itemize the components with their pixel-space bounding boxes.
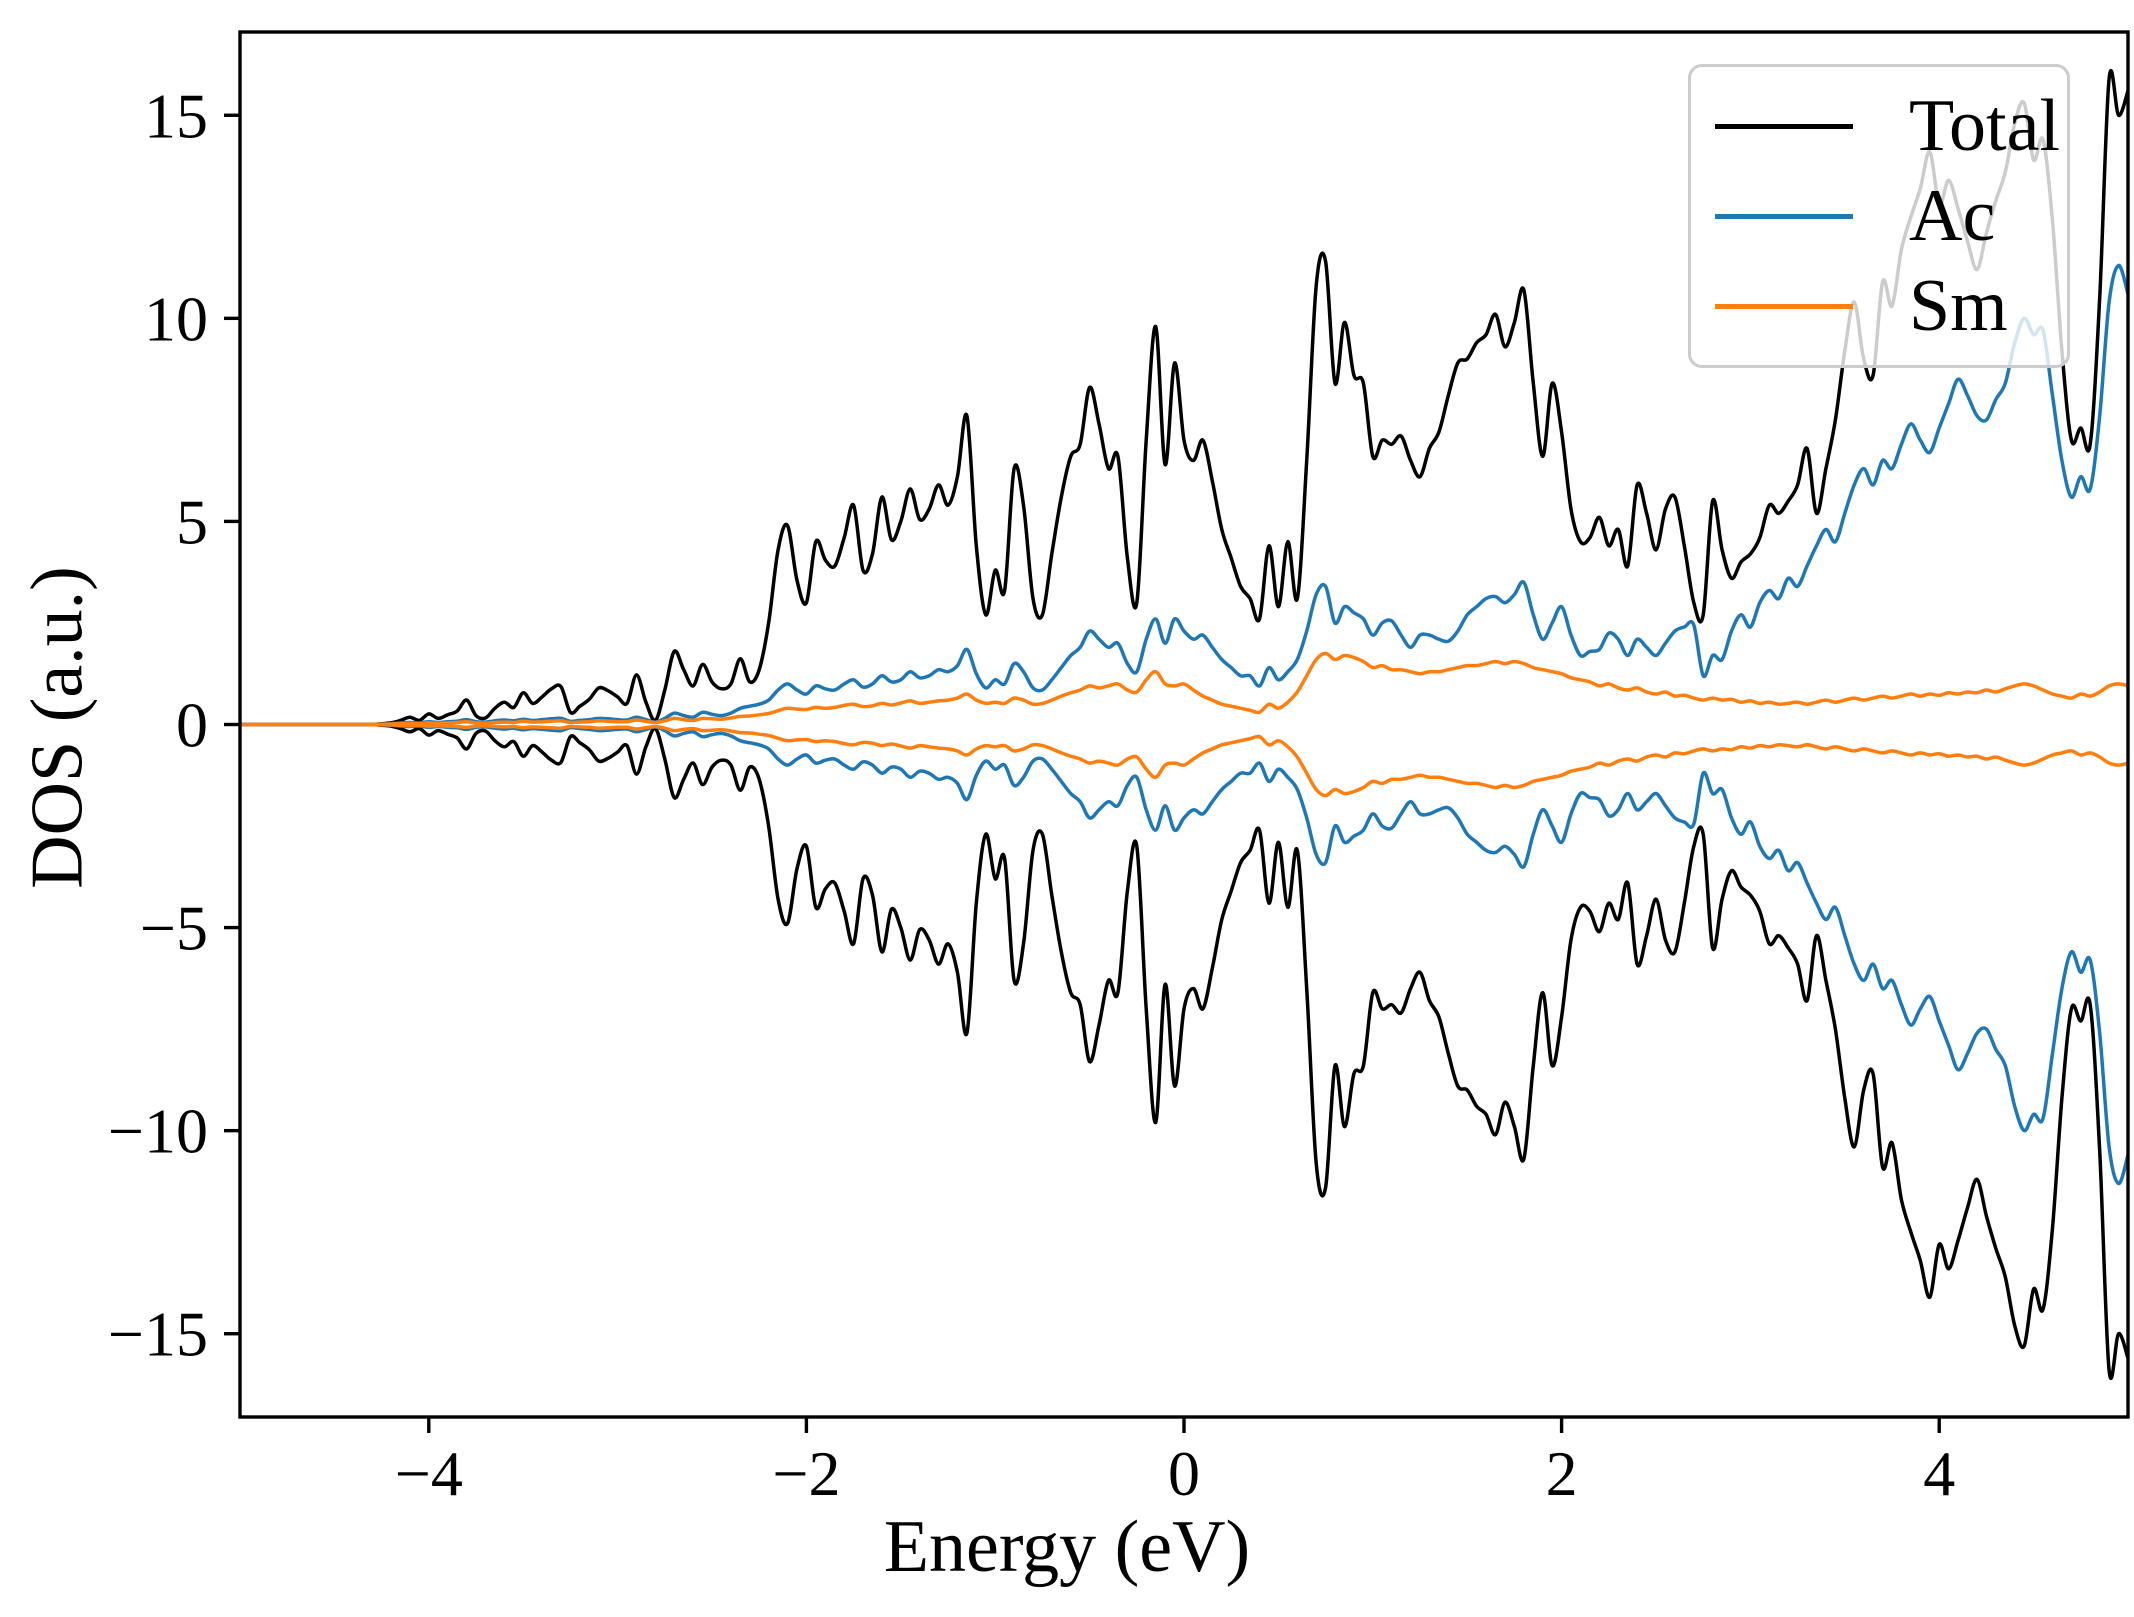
total-curve-spin-down <box>240 722 2128 1381</box>
y-tick-label: 0 <box>176 690 208 761</box>
x-tick-label: −2 <box>772 1438 840 1509</box>
curves-group <box>240 68 2128 1381</box>
legend-label-ac: Ac <box>1909 175 1996 257</box>
y-tick-label: 5 <box>176 486 208 557</box>
legend: Total Ac Sm <box>1688 64 2070 368</box>
y-tick-label: −15 <box>108 1299 208 1370</box>
legend-row-sm: Sm <box>1691 269 2067 343</box>
total-curve-spin-up <box>240 68 2128 727</box>
ac-line-swatch <box>1715 213 1853 219</box>
legend-label-sm: Sm <box>1909 265 2008 347</box>
total-line-swatch <box>1715 123 1853 129</box>
y-tick-label: −10 <box>108 1096 208 1167</box>
x-tick-label: 2 <box>1546 1438 1578 1509</box>
x-tick-label: 0 <box>1168 1438 1200 1509</box>
sm-line-swatch <box>1715 303 1853 309</box>
y-axis-title: DOS (a.u.) <box>16 566 99 889</box>
sm-curve-spin-down <box>240 722 2128 798</box>
y-tick-label: 10 <box>144 283 208 354</box>
y-tick-label: 15 <box>144 80 208 151</box>
legend-row-ac: Ac <box>1691 179 2067 253</box>
ac-curve-spin-down <box>240 722 2128 1186</box>
ac-curve-spin-up <box>240 263 2128 727</box>
y-tick-label: −5 <box>140 893 208 964</box>
legend-row-total: Total <box>1691 89 2067 163</box>
x-tick-label: −4 <box>395 1438 463 1509</box>
x-tick-label: 4 <box>1923 1438 1955 1509</box>
sm-curve-spin-up <box>240 651 2128 727</box>
x-axis-title: Energy (eV) <box>883 1506 1251 1588</box>
legend-label-total: Total <box>1909 85 2060 167</box>
